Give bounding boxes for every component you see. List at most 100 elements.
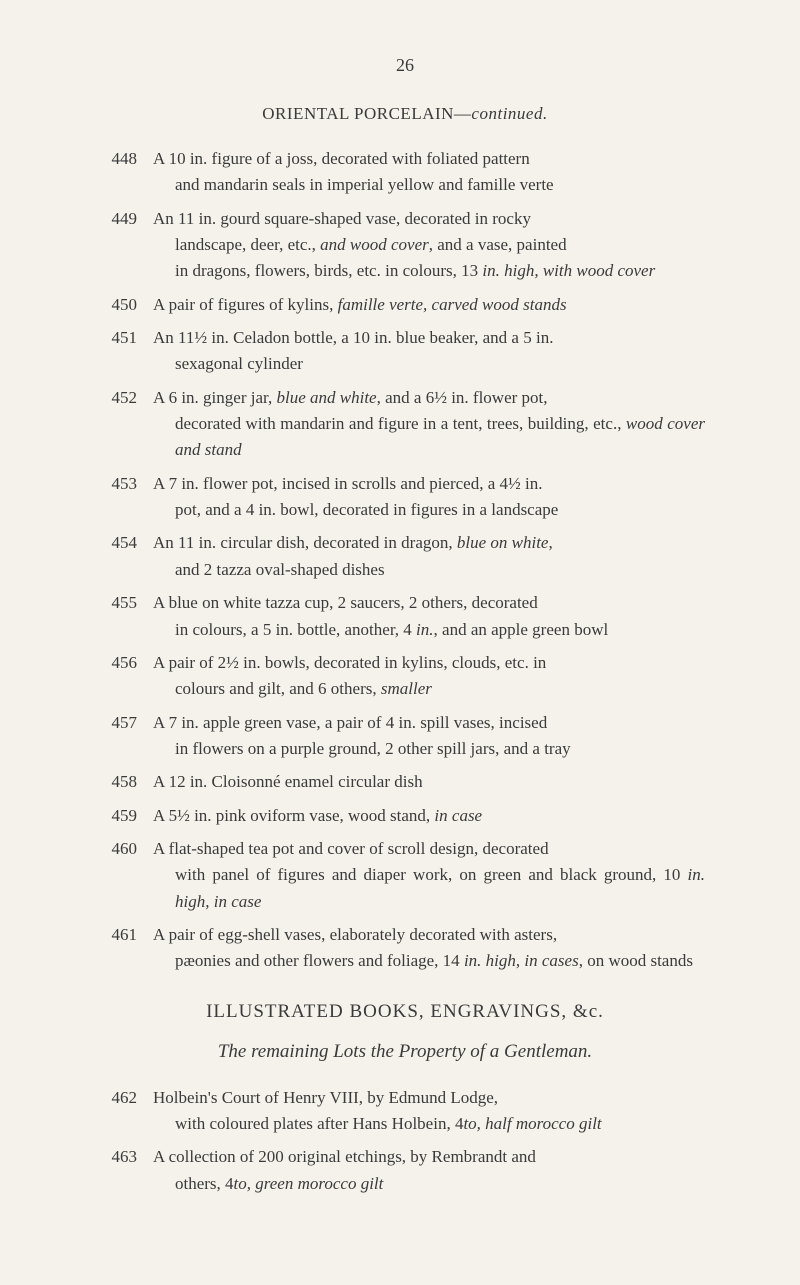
entry-line: A pair of 2½ in. bowls, decorated in kyl…: [153, 650, 705, 676]
entry-line: landscape, deer, etc., and wood cover, a…: [153, 232, 705, 258]
entry-line: A 12 in. Cloisonné enamel circular dish: [153, 769, 705, 795]
entry-text: A 7 in. apple green vase, a pair of 4 in…: [153, 710, 705, 763]
entry-number: 449: [105, 206, 153, 285]
plain-text: with coloured plates after Hans Holbein,…: [175, 1114, 463, 1133]
entry-line: A collection of 200 original etchings, b…: [153, 1144, 705, 1170]
italic-text: to, half morocco gilt: [463, 1114, 601, 1133]
entry-number: 463: [105, 1144, 153, 1197]
section-2-subtitle: The remaining Lots the Property of a Gen…: [105, 1041, 705, 1063]
plain-text: decorated with mandarin and figure in a …: [175, 414, 626, 433]
italic-text: famille verte, carved wood stands: [338, 295, 567, 314]
entry-line: colours and gilt, and 6 others, smaller: [153, 676, 705, 702]
plain-text: , on wood stands: [579, 951, 693, 970]
entry-number: 462: [105, 1085, 153, 1138]
italic-text: smaller: [381, 679, 432, 698]
entry-number: 459: [105, 803, 153, 829]
entry-line: An 11 in. circular dish, decorated in dr…: [153, 530, 705, 556]
entry-text: A pair of 2½ in. bowls, decorated in kyl…: [153, 650, 705, 703]
entry-number: 452: [105, 385, 153, 464]
section-header: ORIENTAL PORCELAIN—continued.: [105, 104, 705, 124]
entry-line: others, 4to, green morocco gilt: [153, 1171, 705, 1197]
entry-number: 455: [105, 590, 153, 643]
plain-text: ,: [548, 533, 552, 552]
entry-number: 457: [105, 710, 153, 763]
entry-line: An 11½ in. Celadon bottle, a 10 in. blue…: [153, 325, 705, 351]
plain-text: pæonies and other flowers and foliage, 1…: [175, 951, 464, 970]
catalog-entry: 457A 7 in. apple green vase, a pair of 4…: [105, 710, 705, 763]
plain-text: in dragons, flowers, birds, etc. in colo…: [175, 261, 482, 280]
entry-line: in flowers on a purple ground, 2 other s…: [153, 736, 705, 762]
plain-text: A 10 in. figure of a joss, decorated wit…: [153, 149, 530, 168]
section-2-title: ILLUSTRATED BOOKS, ENGRAVINGS, &c.: [105, 1001, 705, 1023]
catalog-entry: 451An 11½ in. Celadon bottle, a 10 in. b…: [105, 325, 705, 378]
plain-text: A 5½ in. pink oviform vase, wood stand,: [153, 806, 434, 825]
plain-text: , and a 6½ in. flower pot,: [377, 388, 548, 407]
entry-text: A 7 in. flower pot, incised in scrolls a…: [153, 471, 705, 524]
entry-line: A 7 in. apple green vase, a pair of 4 in…: [153, 710, 705, 736]
entry-text: Holbein's Court of Henry VIII, by Edmund…: [153, 1085, 705, 1138]
entry-text: A 6 in. ginger jar, blue and white, and …: [153, 385, 705, 464]
plain-text: A pair of egg-shell vases, elaborately d…: [153, 925, 557, 944]
entry-line: with panel of figures and diaper work, o…: [153, 862, 705, 915]
entry-text: A pair of egg-shell vases, elaborately d…: [153, 922, 705, 975]
catalog-entry: 462Holbein's Court of Henry VIII, by Edm…: [105, 1085, 705, 1138]
plain-text: Holbein's Court of Henry VIII, by Edmund…: [153, 1088, 498, 1107]
plain-text: , and a vase, painted: [429, 235, 567, 254]
catalog-entry: 449An 11 in. gourd square-shaped vase, d…: [105, 206, 705, 285]
italic-text: in.: [416, 620, 433, 639]
entry-text: An 11 in. circular dish, decorated in dr…: [153, 530, 705, 583]
italic-text: blue on white: [457, 533, 549, 552]
entry-line: and 2 tazza oval-shaped dishes: [153, 557, 705, 583]
entry-number: 451: [105, 325, 153, 378]
page-number: 26: [105, 55, 705, 76]
plain-text: pot, and a 4 in. bowl, decorated in figu…: [175, 500, 558, 519]
plain-text: A 7 in. apple green vase, a pair of 4 in…: [153, 713, 547, 732]
plain-text: in flowers on a purple ground, 2 other s…: [175, 739, 571, 758]
italic-text: in. high, in cases: [464, 951, 579, 970]
entry-line: with coloured plates after Hans Holbein,…: [153, 1111, 705, 1137]
plain-text: sexagonal cylinder: [175, 354, 303, 373]
italic-text: and wood cover: [320, 235, 429, 254]
entry-line: in dragons, flowers, birds, etc. in colo…: [153, 258, 705, 284]
catalog-entry: 458A 12 in. Cloisonné enamel circular di…: [105, 769, 705, 795]
entry-number: 460: [105, 836, 153, 915]
entry-number: 456: [105, 650, 153, 703]
plain-text: and mandarin seals in imperial yellow an…: [175, 175, 554, 194]
entry-line: A 6 in. ginger jar, blue and white, and …: [153, 385, 705, 411]
entry-text: A 10 in. figure of a joss, decorated wit…: [153, 146, 705, 199]
plain-text: A flat-shaped tea pot and cover of scrol…: [153, 839, 549, 858]
entry-line: decorated with mandarin and figure in a …: [153, 411, 705, 464]
header-main: ORIENTAL PORCELAIN—: [262, 104, 471, 123]
catalog-entry: 463A collection of 200 original etchings…: [105, 1144, 705, 1197]
entry-text: A 5½ in. pink oviform vase, wood stand, …: [153, 803, 705, 829]
entry-line: pot, and a 4 in. bowl, decorated in figu…: [153, 497, 705, 523]
entry-text: A pair of figures of kylins, famille ver…: [153, 292, 705, 318]
catalog-entry: 461A pair of egg-shell vases, elaboratel…: [105, 922, 705, 975]
plain-text: A blue on white tazza cup, 2 saucers, 2 …: [153, 593, 538, 612]
entry-line: sexagonal cylinder: [153, 351, 705, 377]
plain-text: A pair of figures of kylins,: [153, 295, 338, 314]
entry-line: in colours, a 5 in. bottle, another, 4 i…: [153, 617, 705, 643]
header-cont: continued.: [471, 104, 547, 123]
entry-number: 454: [105, 530, 153, 583]
plain-text: A 6 in. ginger jar,: [153, 388, 277, 407]
catalog-entry: 455A blue on white tazza cup, 2 saucers,…: [105, 590, 705, 643]
entry-line: A blue on white tazza cup, 2 saucers, 2 …: [153, 590, 705, 616]
entries2-list: 462Holbein's Court of Henry VIII, by Edm…: [105, 1085, 705, 1197]
plain-text: with panel of figures and diaper work, o…: [175, 865, 688, 884]
entry-number: 461: [105, 922, 153, 975]
italic-text: blue and white: [277, 388, 377, 407]
catalog-entry: 460A flat-shaped tea pot and cover of sc…: [105, 836, 705, 915]
entry-line: and mandarin seals in imperial yellow an…: [153, 172, 705, 198]
catalog-entry: 448A 10 in. figure of a joss, decorated …: [105, 146, 705, 199]
italic-text: to, green morocco gilt: [234, 1174, 384, 1193]
entry-line: A 7 in. flower pot, incised in scrolls a…: [153, 471, 705, 497]
plain-text: and 2 tazza oval-shaped dishes: [175, 560, 385, 579]
plain-text: landscape, deer, etc.,: [175, 235, 320, 254]
entry-text: A blue on white tazza cup, 2 saucers, 2 …: [153, 590, 705, 643]
plain-text: A 12 in. Cloisonné enamel circular dish: [153, 772, 423, 791]
entry-number: 450: [105, 292, 153, 318]
entry-text: A 12 in. Cloisonné enamel circular dish: [153, 769, 705, 795]
entry-number: 453: [105, 471, 153, 524]
entry-text: An 11 in. gourd square-shaped vase, deco…: [153, 206, 705, 285]
